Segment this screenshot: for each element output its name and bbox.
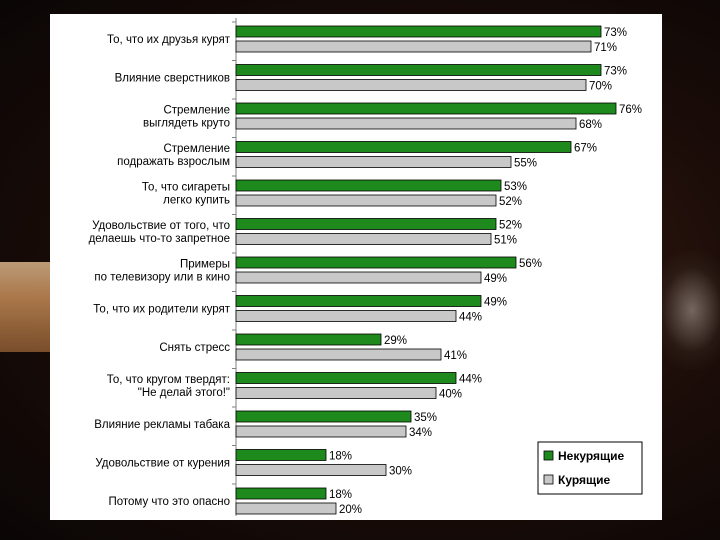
bar-smokers [235,40,592,53]
value-label-nonsmokers: 56% [519,258,542,270]
bar-nonsmokers [235,410,412,423]
value-label-nonsmokers: 73% [604,27,627,39]
category-label: Снять стресс [159,342,230,354]
value-label-nonsmokers: 49% [484,297,507,309]
value-label-nonsmokers: 76% [619,104,642,116]
category-label: Потому что это опасно [108,496,230,508]
category-label: Стремление [163,143,230,155]
value-label-smokers: 20% [339,504,362,516]
bar-chart: То, что их друзья курят 73% 71% Влияние све… [89,18,643,516]
bar-nonsmokers [235,295,482,307]
category-label: Стремление [163,105,230,117]
bar-nonsmokers [235,487,327,500]
legend-label-nonsmokers: Некурящие [558,449,625,463]
bar-smokers [235,79,587,91]
category-label: То, что сигареты [142,182,230,194]
value-label-smokers: 70% [589,81,612,93]
bar-smokers [235,194,497,207]
bar-smokers [235,348,442,361]
category-label: делаешь что-то запретное [89,233,230,245]
value-label-smokers: 49% [484,273,507,285]
bar-smokers [235,502,337,515]
value-label-smokers: 68% [579,119,602,131]
value-label-smokers: 44% [459,312,482,324]
category-label: "Не делай этого!" [138,387,230,399]
bar-smokers [235,117,577,130]
value-label-smokers: 52% [499,196,522,208]
bar-smokers [235,425,407,438]
bar-smokers [235,387,437,399]
category-label: по телевизору или в кино [94,272,230,284]
bar-nonsmokers [235,333,382,346]
category-label: То, что их друзья курят [107,34,231,46]
bar-nonsmokers [235,64,602,76]
value-label-smokers: 51% [494,235,517,247]
category-label: Удовольствие от курения [95,458,230,470]
category-label: То, что их родители курят [93,304,230,316]
category-label: легко купить [163,195,230,207]
legend-swatch-smokers [543,474,554,485]
chart-panel: То, что их друзья курят 73% 71% Влияние све… [50,14,662,520]
value-label-nonsmokers: 67% [574,143,597,155]
bar-nonsmokers [235,372,457,384]
value-label-nonsmokers: 53% [504,181,527,193]
category-label: Влияние сверстников [115,73,230,85]
category-label: То, что кругом твердят: [107,374,230,386]
bar-nonsmokers [235,179,502,192]
value-label-nonsmokers: 18% [329,451,352,463]
category-label: Примеры [180,259,230,271]
value-label-smokers: 30% [389,466,412,478]
category-label: Удовольствие от того, что [92,220,230,232]
bar-nonsmokers [235,102,617,115]
bar-nonsmokers [235,256,517,269]
bar-smokers [235,156,512,168]
category-label: выглядеть круто [143,118,230,130]
bar-nonsmokers [235,141,572,153]
category-label: Влияние рекламы табака [94,419,230,431]
bar-smokers [235,464,387,476]
value-label-smokers: 41% [444,350,467,362]
bar-smokers [235,310,457,322]
value-label-nonsmokers: 44% [459,374,482,386]
legend-swatch-nonsmokers [543,450,554,461]
bar-smokers [235,271,482,284]
value-label-smokers: 55% [514,158,537,170]
value-label-smokers: 71% [594,42,617,54]
value-label-smokers: 34% [409,427,432,439]
legend-label-smokers: Курящие [558,473,611,487]
value-label-smokers: 40% [439,389,462,401]
value-label-nonsmokers: 52% [499,220,522,232]
value-label-nonsmokers: 35% [414,412,437,424]
bar-smokers [235,233,492,245]
value-label-nonsmokers: 18% [329,489,352,501]
bar-nonsmokers [235,25,602,38]
bar-nonsmokers [235,449,327,461]
legend-box [537,441,643,495]
value-label-nonsmokers: 73% [604,66,627,78]
value-label-nonsmokers: 29% [384,335,407,347]
bar-nonsmokers [235,218,497,230]
category-label: подражать взрослым [117,156,230,168]
